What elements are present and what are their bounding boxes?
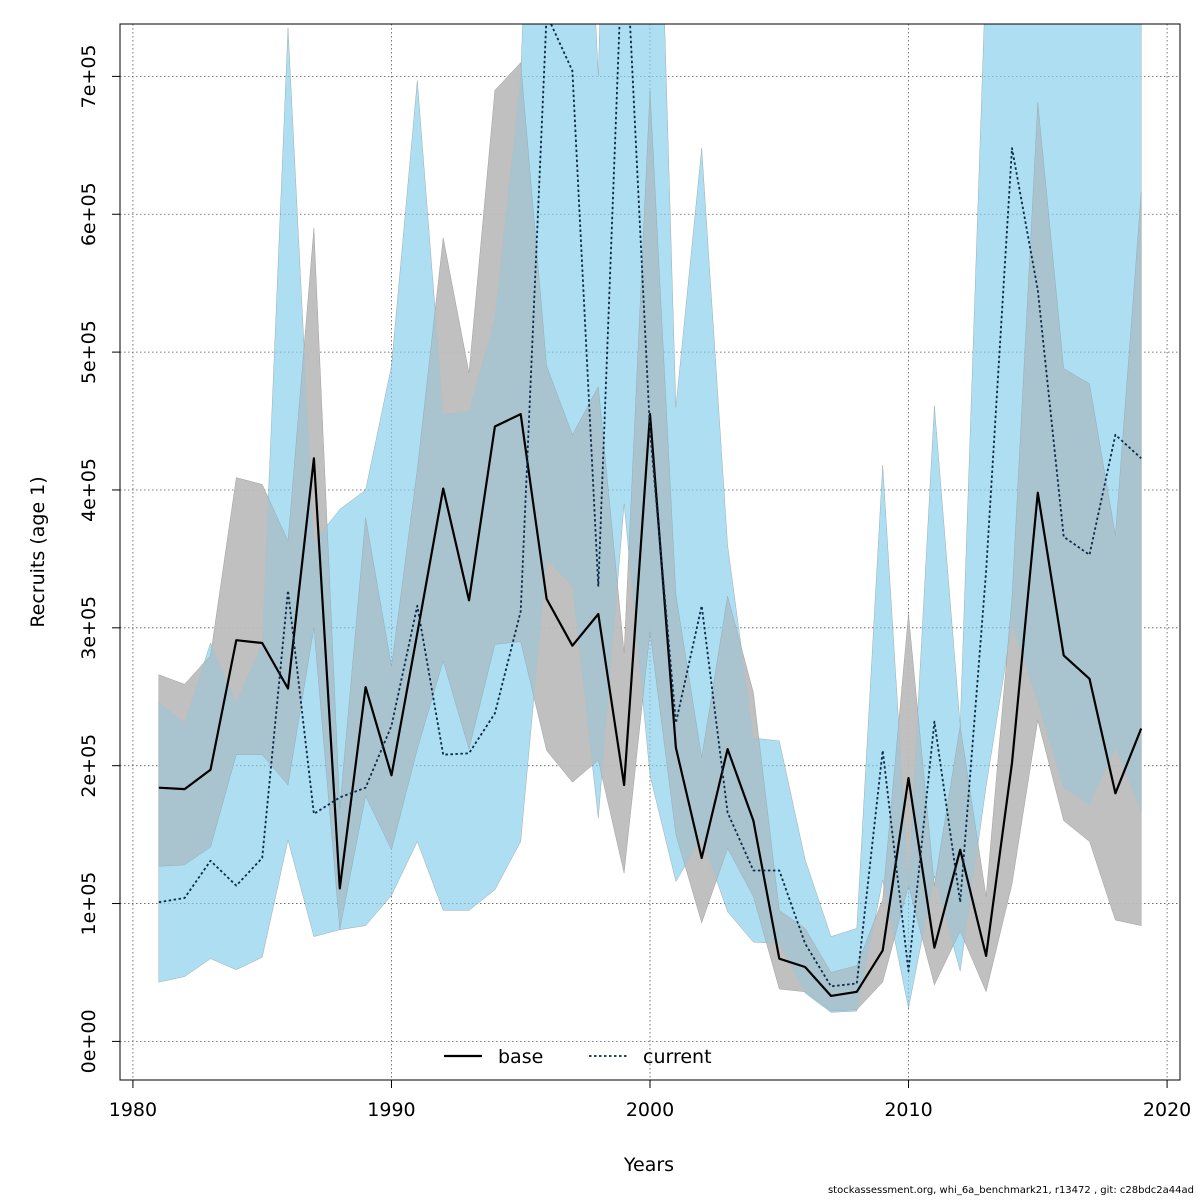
y-tick-label: 2e+05 (78, 734, 100, 798)
series-line-base (158, 413, 1143, 998)
x-tick-label: 1980 (109, 1099, 157, 1121)
confidence-bands (158, 24, 1142, 1013)
x-tick-label: 1990 (367, 1099, 415, 1121)
y-tick-label: 4e+05 (78, 458, 100, 522)
y-tick-label: 7e+05 (78, 44, 100, 108)
series-lines (158, 24, 1143, 998)
y-tick-label: 5e+05 (78, 320, 100, 384)
x-axis: 1980 1990 2000 2010 2020 (109, 1079, 1191, 1121)
series-line-current (158, 24, 1142, 988)
y-tick-label: 0e+00 (78, 1009, 100, 1073)
y-axis: 0e+00 1e+05 2e+05 3e+05 4e+05 5e+05 6e+05 7e+05 (78, 44, 121, 1073)
x-tick-label: 2010 (884, 1099, 932, 1121)
y-tick-label: 6e+05 (78, 182, 100, 246)
confidence-band-base (158, 62, 1142, 1012)
y-tick-label: 3e+05 (78, 596, 100, 660)
legend: base current (444, 1046, 712, 1068)
legend-label-base: base (498, 1046, 543, 1068)
legend-label-current: current (643, 1046, 712, 1068)
y-axis-title: Recruits (age 1) (27, 476, 49, 627)
y-tick-label: 1e+05 (78, 872, 100, 936)
confidence-band-current-overlay (158, 24, 1142, 1013)
x-tick-label: 2020 (1143, 1099, 1191, 1121)
footer-credit: stockassessment.org, whi_6a_benchmark21,… (827, 1185, 1194, 1196)
x-tick-label: 2000 (626, 1099, 674, 1121)
x-axis-title: Years (623, 1154, 674, 1176)
